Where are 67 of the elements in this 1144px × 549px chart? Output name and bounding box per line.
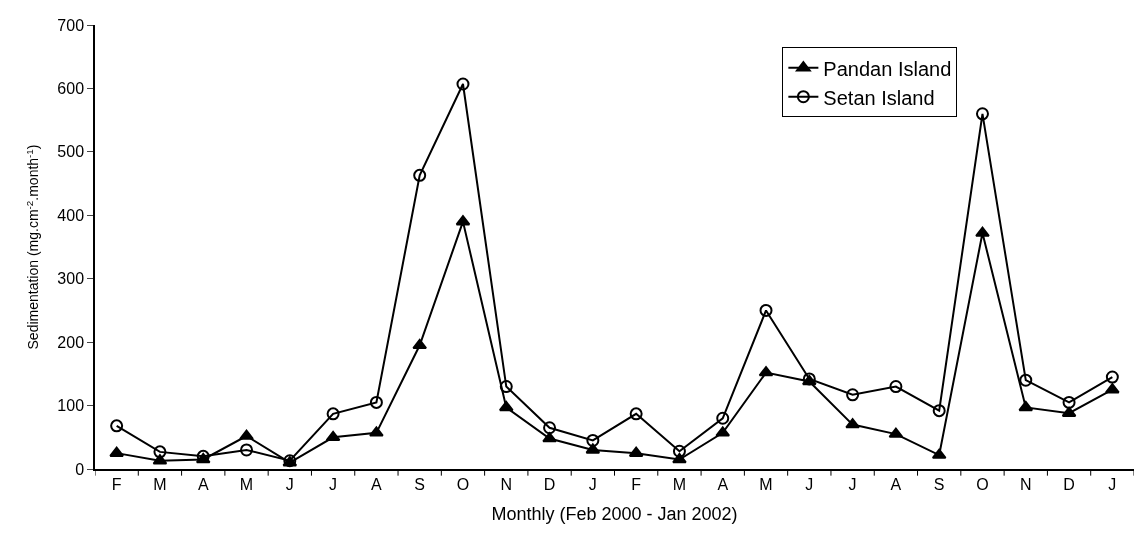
- point: [759, 303, 773, 317]
- x-tick-label: J: [329, 475, 338, 493]
- x-tick-label: S: [414, 475, 426, 493]
- point: [716, 411, 730, 425]
- point: [846, 388, 860, 402]
- point: [932, 404, 946, 418]
- x-tick-label: D: [1063, 475, 1075, 493]
- point: [542, 432, 557, 443]
- point: [1105, 370, 1119, 384]
- x-tick-label: M: [672, 475, 687, 493]
- point: [672, 444, 686, 458]
- x-tick-label: J: [805, 475, 814, 493]
- x-tick-label: F: [631, 475, 642, 493]
- point: [543, 421, 557, 435]
- point: [109, 446, 124, 457]
- point: [326, 407, 340, 421]
- point: [1018, 400, 1034, 412]
- x-tick-label: S: [933, 475, 945, 493]
- x-axis-title: Monthly (Feb 2000 - Jan 2002): [491, 503, 738, 524]
- y-tick-label: 200: [57, 333, 85, 351]
- x-tick-label: J: [285, 475, 294, 493]
- x-tick-label: A: [371, 475, 383, 493]
- x-tick-label: A: [197, 475, 209, 493]
- point: [586, 433, 600, 447]
- y-tick-label: 400: [57, 206, 85, 224]
- point: [1105, 383, 1120, 394]
- x-tick-label: O: [456, 475, 470, 493]
- y-tick-label: 300: [57, 270, 85, 288]
- y-tick-label: 600: [57, 80, 85, 98]
- x-tick-label: J: [848, 475, 857, 493]
- legend-label: Setan Island: [823, 86, 935, 109]
- point: [413, 168, 427, 182]
- x-tick-label: N: [500, 475, 513, 493]
- x-tick-label: J: [1108, 475, 1117, 493]
- y-tick-label: 700: [57, 16, 85, 34]
- x-tick-label: N: [1019, 475, 1032, 493]
- legend-label: Pandan Island: [823, 57, 952, 80]
- point: [369, 426, 384, 437]
- x-tick-label: D: [543, 475, 556, 493]
- point: [153, 445, 167, 459]
- point: [325, 430, 341, 442]
- point: [629, 407, 643, 421]
- point: [1062, 395, 1076, 409]
- x-tick-label: M: [153, 475, 167, 493]
- point: [240, 443, 254, 457]
- point: [456, 77, 470, 91]
- point: [499, 380, 513, 394]
- x-tick-label: A: [890, 475, 902, 493]
- x-tick-label: J: [588, 475, 597, 493]
- x-tick-label: O: [976, 475, 989, 493]
- point: [975, 226, 990, 237]
- point: [498, 400, 514, 412]
- x-tick-label: A: [717, 475, 729, 493]
- point: [845, 418, 860, 429]
- x-tick-label: M: [239, 475, 254, 493]
- x-tick-label: F: [111, 475, 122, 493]
- point: [1019, 373, 1033, 387]
- point: [412, 338, 428, 350]
- y-tick-label: 0: [75, 460, 85, 478]
- point: [239, 429, 254, 440]
- point: [369, 395, 383, 409]
- point: [889, 380, 903, 394]
- point: [975, 107, 989, 121]
- x-tick-label: M: [759, 475, 773, 493]
- point: [110, 419, 124, 433]
- y-tick-label: 500: [57, 143, 85, 161]
- y-tick-label: 100: [57, 397, 85, 415]
